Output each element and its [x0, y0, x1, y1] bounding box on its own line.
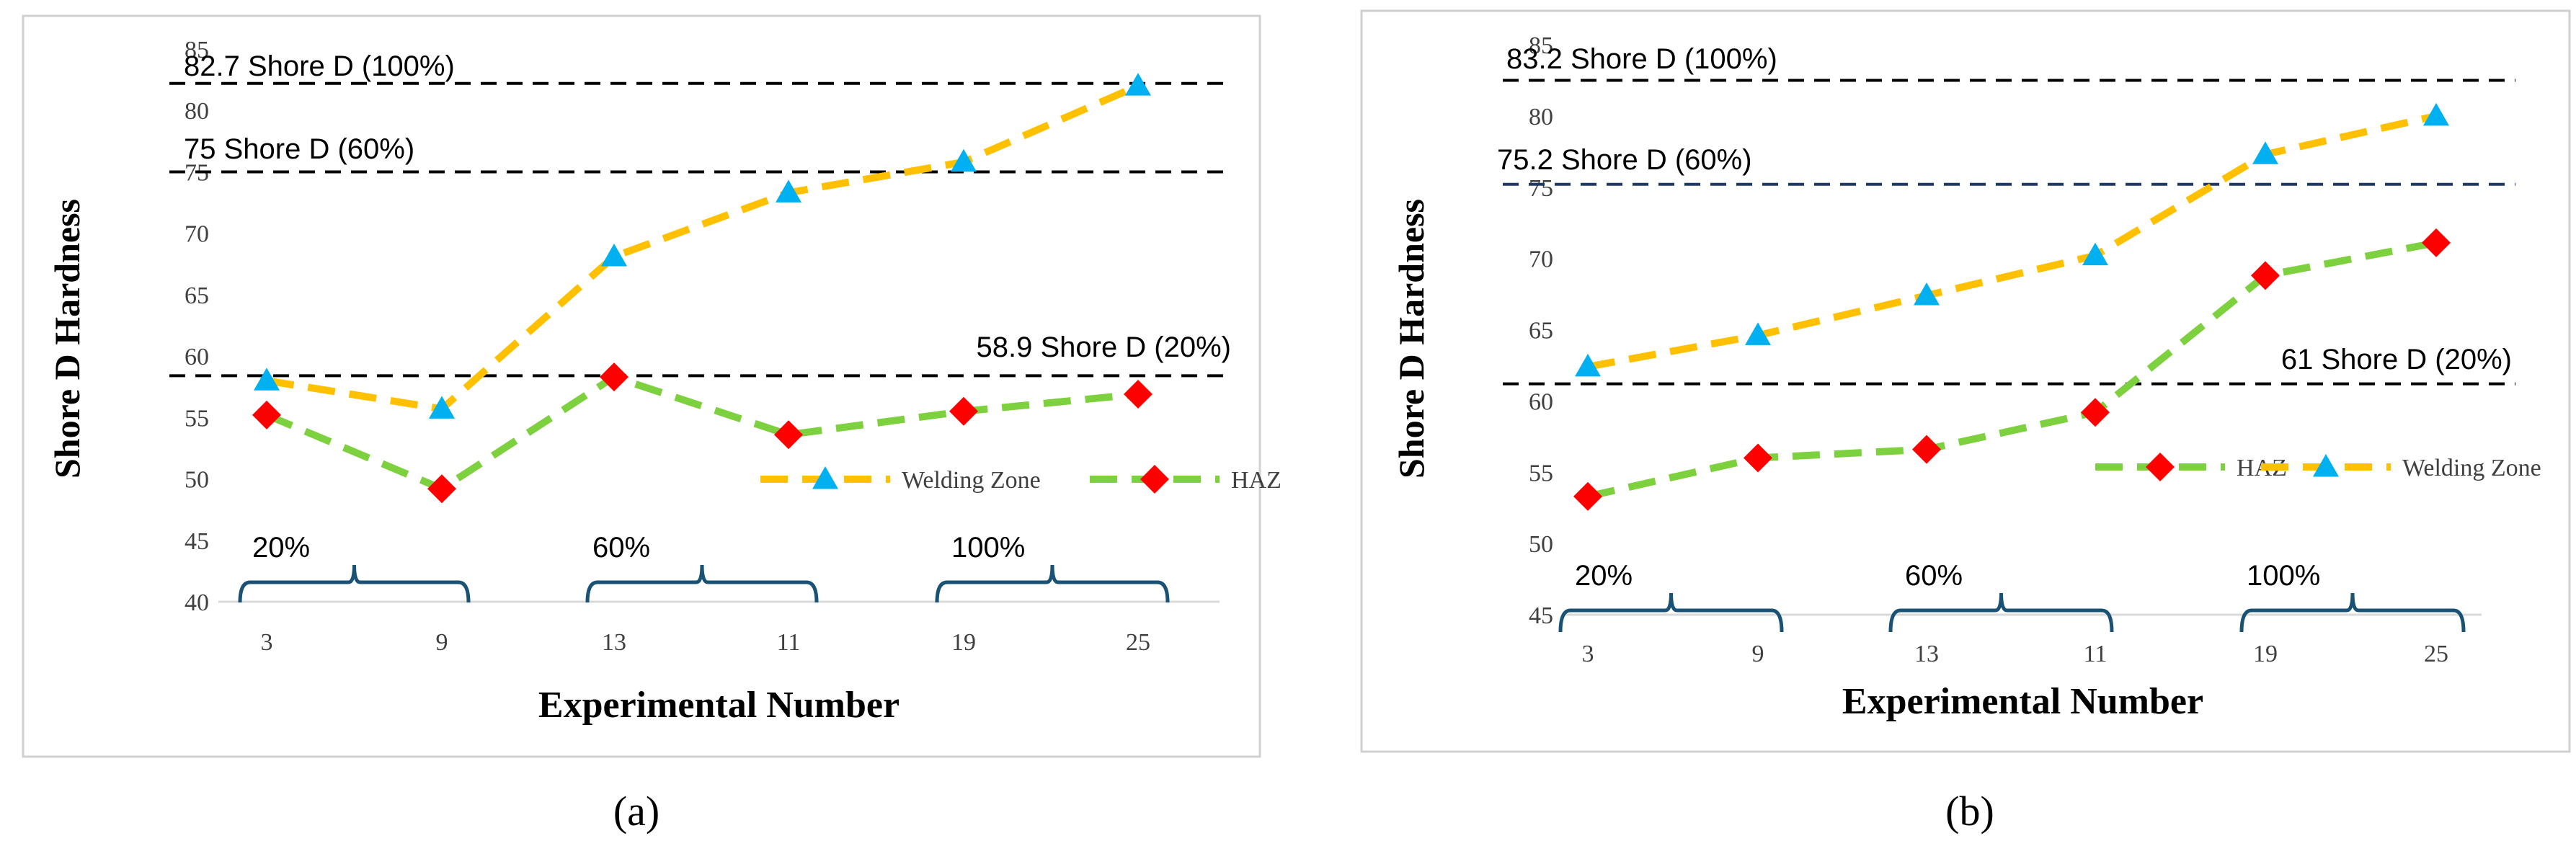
group-bracket: [1558, 592, 1784, 633]
reference-line-label: 82.7 Shore D (100%): [184, 50, 455, 82]
group-label: 20%: [252, 532, 310, 564]
x-axis-title: Experimental Number: [538, 685, 900, 726]
data-point-diamond: [2081, 398, 2110, 427]
data-point-triangle: [2252, 141, 2278, 164]
group-label: 100%: [2247, 560, 2320, 592]
y-tick-label: 40: [185, 589, 209, 616]
data-point-triangle: [1745, 322, 1771, 345]
legend-label: HAZ: [1231, 467, 1282, 494]
y-tick-label: 65: [185, 282, 209, 309]
y-tick-label: 55: [185, 405, 209, 432]
y-tick-label: 85: [1529, 32, 1553, 59]
x-tick-label: 11: [2084, 641, 2108, 667]
y-tick-label: 80: [1529, 104, 1553, 130]
reference-line-label: 83.2 Shore D (100%): [1506, 43, 1777, 75]
y-tick-label: 45: [1529, 602, 1553, 629]
x-tick-label: 9: [1752, 641, 1764, 667]
chart-panel-b: 45 50 55 60 65 70 75 80 85 3 9 13 11 19 25 Shore D Hard…: [1360, 9, 2571, 834]
x-tick-label: 9: [436, 629, 448, 656]
x-axis-title: Experimental Number: [1842, 681, 2203, 722]
reference-line-label: 58.9 Shore D (20%): [976, 331, 1231, 363]
series-line: [266, 82, 1140, 413]
series-welding-zone: [1575, 102, 2449, 377]
y-tick-label: 70: [1529, 246, 1553, 273]
legend-marker-diamond: [1140, 465, 1169, 494]
chart-frame: [1360, 9, 2571, 753]
y-axis-title: Shore D Hardness: [1391, 199, 1431, 479]
group-label: 100%: [951, 532, 1025, 564]
data-point-diamond: [252, 400, 281, 430]
x-tick-label: 25: [1126, 629, 1150, 656]
y-tick-label: 85: [185, 37, 209, 63]
x-tick-label: 19: [2253, 641, 2278, 667]
y-tick-label: 80: [185, 98, 209, 125]
reference-line-label: 61 Shore D (20%): [2281, 344, 2512, 375]
data-point-diamond: [949, 396, 978, 426]
panel-label: (b): [1945, 788, 1994, 834]
panel-label: (a): [613, 788, 659, 834]
data-point-diamond: [2251, 261, 2280, 290]
series-welding-zone: [254, 73, 1151, 419]
x-tick-label: 13: [1914, 641, 1939, 667]
y-tick-label: 50: [185, 467, 209, 494]
data-point-diamond: [427, 474, 456, 504]
group-label: 20%: [1575, 560, 1633, 592]
data-point-triangle: [951, 148, 977, 172]
legend-marker-diamond: [2146, 453, 2175, 481]
legend-label: Welding Zone: [902, 467, 1041, 494]
y-tick-label: 55: [1529, 460, 1553, 486]
x-tick-label: 19: [951, 629, 976, 656]
x-tick-label: 3: [1582, 641, 1594, 667]
data-point-triangle: [2082, 242, 2108, 266]
series-line: [1586, 239, 2437, 500]
y-tick-label: 45: [185, 528, 209, 555]
group-bracket: [585, 564, 819, 603]
group-bracket: [238, 564, 471, 603]
data-point-triangle: [2423, 102, 2449, 126]
data-point-triangle: [776, 179, 801, 202]
x-tick-label: 11: [777, 629, 801, 656]
data-point-triangle: [1575, 353, 1601, 377]
group-bracket: [1888, 592, 2114, 633]
data-point-diamond: [2422, 228, 2451, 257]
x-tick-label: 3: [261, 629, 273, 656]
x-tick-label: 13: [602, 629, 626, 656]
series-haz: [1573, 228, 2451, 511]
legend-entry: HAZ: [1090, 465, 1282, 494]
reference-line-label: 75 Shore D (60%): [184, 133, 414, 165]
y-tick-label: 60: [185, 344, 209, 370]
data-point-diamond: [1573, 481, 1602, 511]
data-point-triangle: [1914, 282, 1940, 306]
data-point-diamond: [774, 420, 803, 450]
legend-entry: Welding Zone: [2261, 454, 2541, 481]
y-tick-label: 75: [1529, 175, 1553, 202]
series-haz: [252, 362, 1152, 504]
legend-entry: Welding Zone: [760, 466, 1041, 494]
legend-label: Welding Zone: [2402, 455, 2541, 481]
y-tick-label: 60: [1529, 388, 1553, 415]
data-point-diamond: [600, 362, 629, 392]
data-point-triangle: [601, 244, 627, 267]
data-point-diamond: [1744, 443, 1772, 473]
data-point-triangle: [1125, 73, 1151, 96]
data-point-triangle: [429, 396, 455, 419]
group-label: 60%: [1905, 560, 1963, 592]
legend-marker-triangle: [812, 466, 838, 489]
data-point-diamond: [1124, 379, 1152, 409]
data-point-diamond: [1912, 435, 1941, 464]
y-tick-label: 50: [1529, 531, 1553, 558]
group-bracket: [935, 564, 1170, 603]
data-point-triangle: [254, 368, 280, 391]
group-bracket: [2239, 592, 2466, 633]
y-tick-label: 65: [1529, 318, 1553, 344]
group-label: 60%: [592, 532, 650, 564]
reference-line-label: 75.2 Shore D (60%): [1497, 144, 1752, 176]
x-tick-label: 25: [2424, 641, 2448, 667]
series-line: [1587, 112, 2438, 370]
y-axis-title: Shore D Hardness: [47, 199, 87, 479]
y-tick-label: 70: [185, 221, 209, 248]
legend-marker-triangle: [2313, 454, 2339, 477]
